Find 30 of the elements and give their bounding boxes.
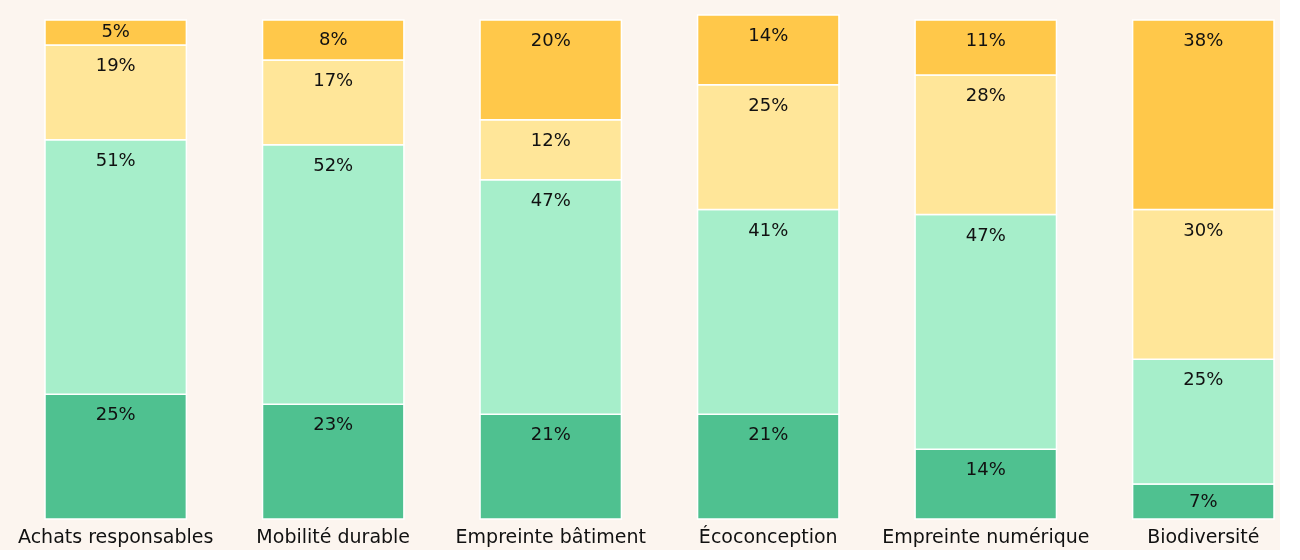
data-label: 25%	[1183, 368, 1224, 390]
data-label: 52%	[313, 153, 354, 175]
x-tick-label: Empreinte bâtiment	[455, 524, 646, 547]
data-label: 25%	[95, 403, 136, 425]
data-label: 14%	[748, 23, 789, 45]
data-label: 38%	[1183, 28, 1224, 50]
data-label: 7%	[1189, 489, 1218, 511]
data-label: 51%	[95, 148, 136, 170]
data-label: 17%	[313, 68, 354, 90]
data-label: 47%	[965, 223, 1006, 245]
data-label: 47%	[530, 188, 571, 210]
x-tick-label: Mobilité durable	[256, 524, 411, 547]
data-label: 14%	[965, 458, 1006, 480]
data-label: 5%	[101, 20, 130, 42]
data-label: 11%	[965, 28, 1006, 50]
data-label: 41%	[748, 218, 789, 240]
data-label: 25%	[748, 93, 789, 115]
x-tick-label: Empreinte numérique	[882, 524, 1090, 547]
data-label: 20%	[530, 28, 571, 50]
data-label: 21%	[748, 423, 789, 445]
data-label: 23%	[313, 413, 354, 435]
data-label: 19%	[95, 53, 136, 75]
data-label: 21%	[530, 423, 571, 445]
data-label: 28%	[965, 83, 1006, 105]
x-tick-label: Biodiversité	[1147, 524, 1260, 547]
x-tick-label: Écoconception	[698, 524, 838, 547]
x-tick-label: Achats responsables	[18, 524, 214, 547]
data-label: 12%	[530, 128, 571, 150]
data-label: 8%	[318, 27, 348, 49]
data-label: 30%	[1183, 218, 1224, 240]
